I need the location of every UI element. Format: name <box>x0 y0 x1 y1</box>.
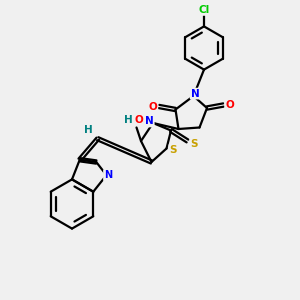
Text: H: H <box>124 115 133 125</box>
Text: H: H <box>84 125 93 135</box>
Text: O: O <box>225 100 234 110</box>
Text: N: N <box>104 170 112 180</box>
Text: Cl: Cl <box>198 5 210 15</box>
Text: O: O <box>134 115 143 125</box>
Text: S: S <box>190 139 198 149</box>
Text: S: S <box>169 145 177 155</box>
Text: N: N <box>190 88 200 99</box>
Text: O: O <box>148 101 158 112</box>
Text: N: N <box>145 116 154 127</box>
